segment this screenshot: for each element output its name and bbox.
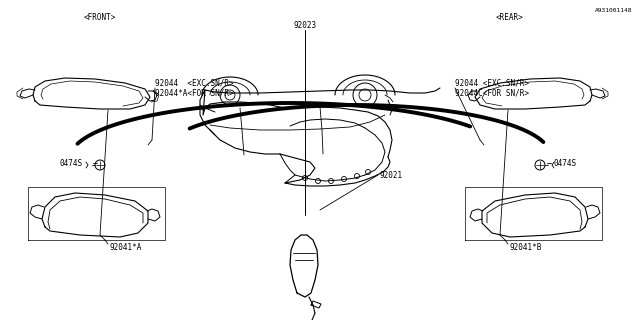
Text: 92041*A: 92041*A [110, 243, 142, 252]
Text: 92044  <EXC.SN/R>: 92044 <EXC.SN/R> [155, 78, 234, 87]
Text: 0474S: 0474S [553, 158, 576, 167]
Text: 92041*B: 92041*B [510, 243, 542, 252]
Text: <REAR>: <REAR> [496, 13, 524, 22]
Circle shape [225, 90, 235, 100]
Text: 92044C<FOR SN/R>: 92044C<FOR SN/R> [455, 89, 529, 98]
Circle shape [95, 160, 105, 170]
Text: 92023: 92023 [293, 20, 317, 29]
Text: 92021: 92021 [380, 171, 403, 180]
Circle shape [355, 173, 360, 179]
Circle shape [353, 83, 377, 107]
Circle shape [220, 85, 240, 105]
Circle shape [359, 89, 371, 101]
Circle shape [316, 179, 321, 183]
Text: <FRONT>: <FRONT> [84, 13, 116, 22]
Circle shape [303, 175, 307, 180]
Circle shape [365, 170, 371, 174]
Text: A931001148: A931001148 [595, 7, 632, 12]
Text: 92044 <EXC.SN/R>: 92044 <EXC.SN/R> [455, 78, 529, 87]
Circle shape [328, 179, 333, 183]
Text: 92044*A<FOR SN/R>: 92044*A<FOR SN/R> [155, 89, 234, 98]
Circle shape [342, 177, 346, 181]
Text: 0474S: 0474S [60, 158, 83, 167]
Circle shape [535, 160, 545, 170]
